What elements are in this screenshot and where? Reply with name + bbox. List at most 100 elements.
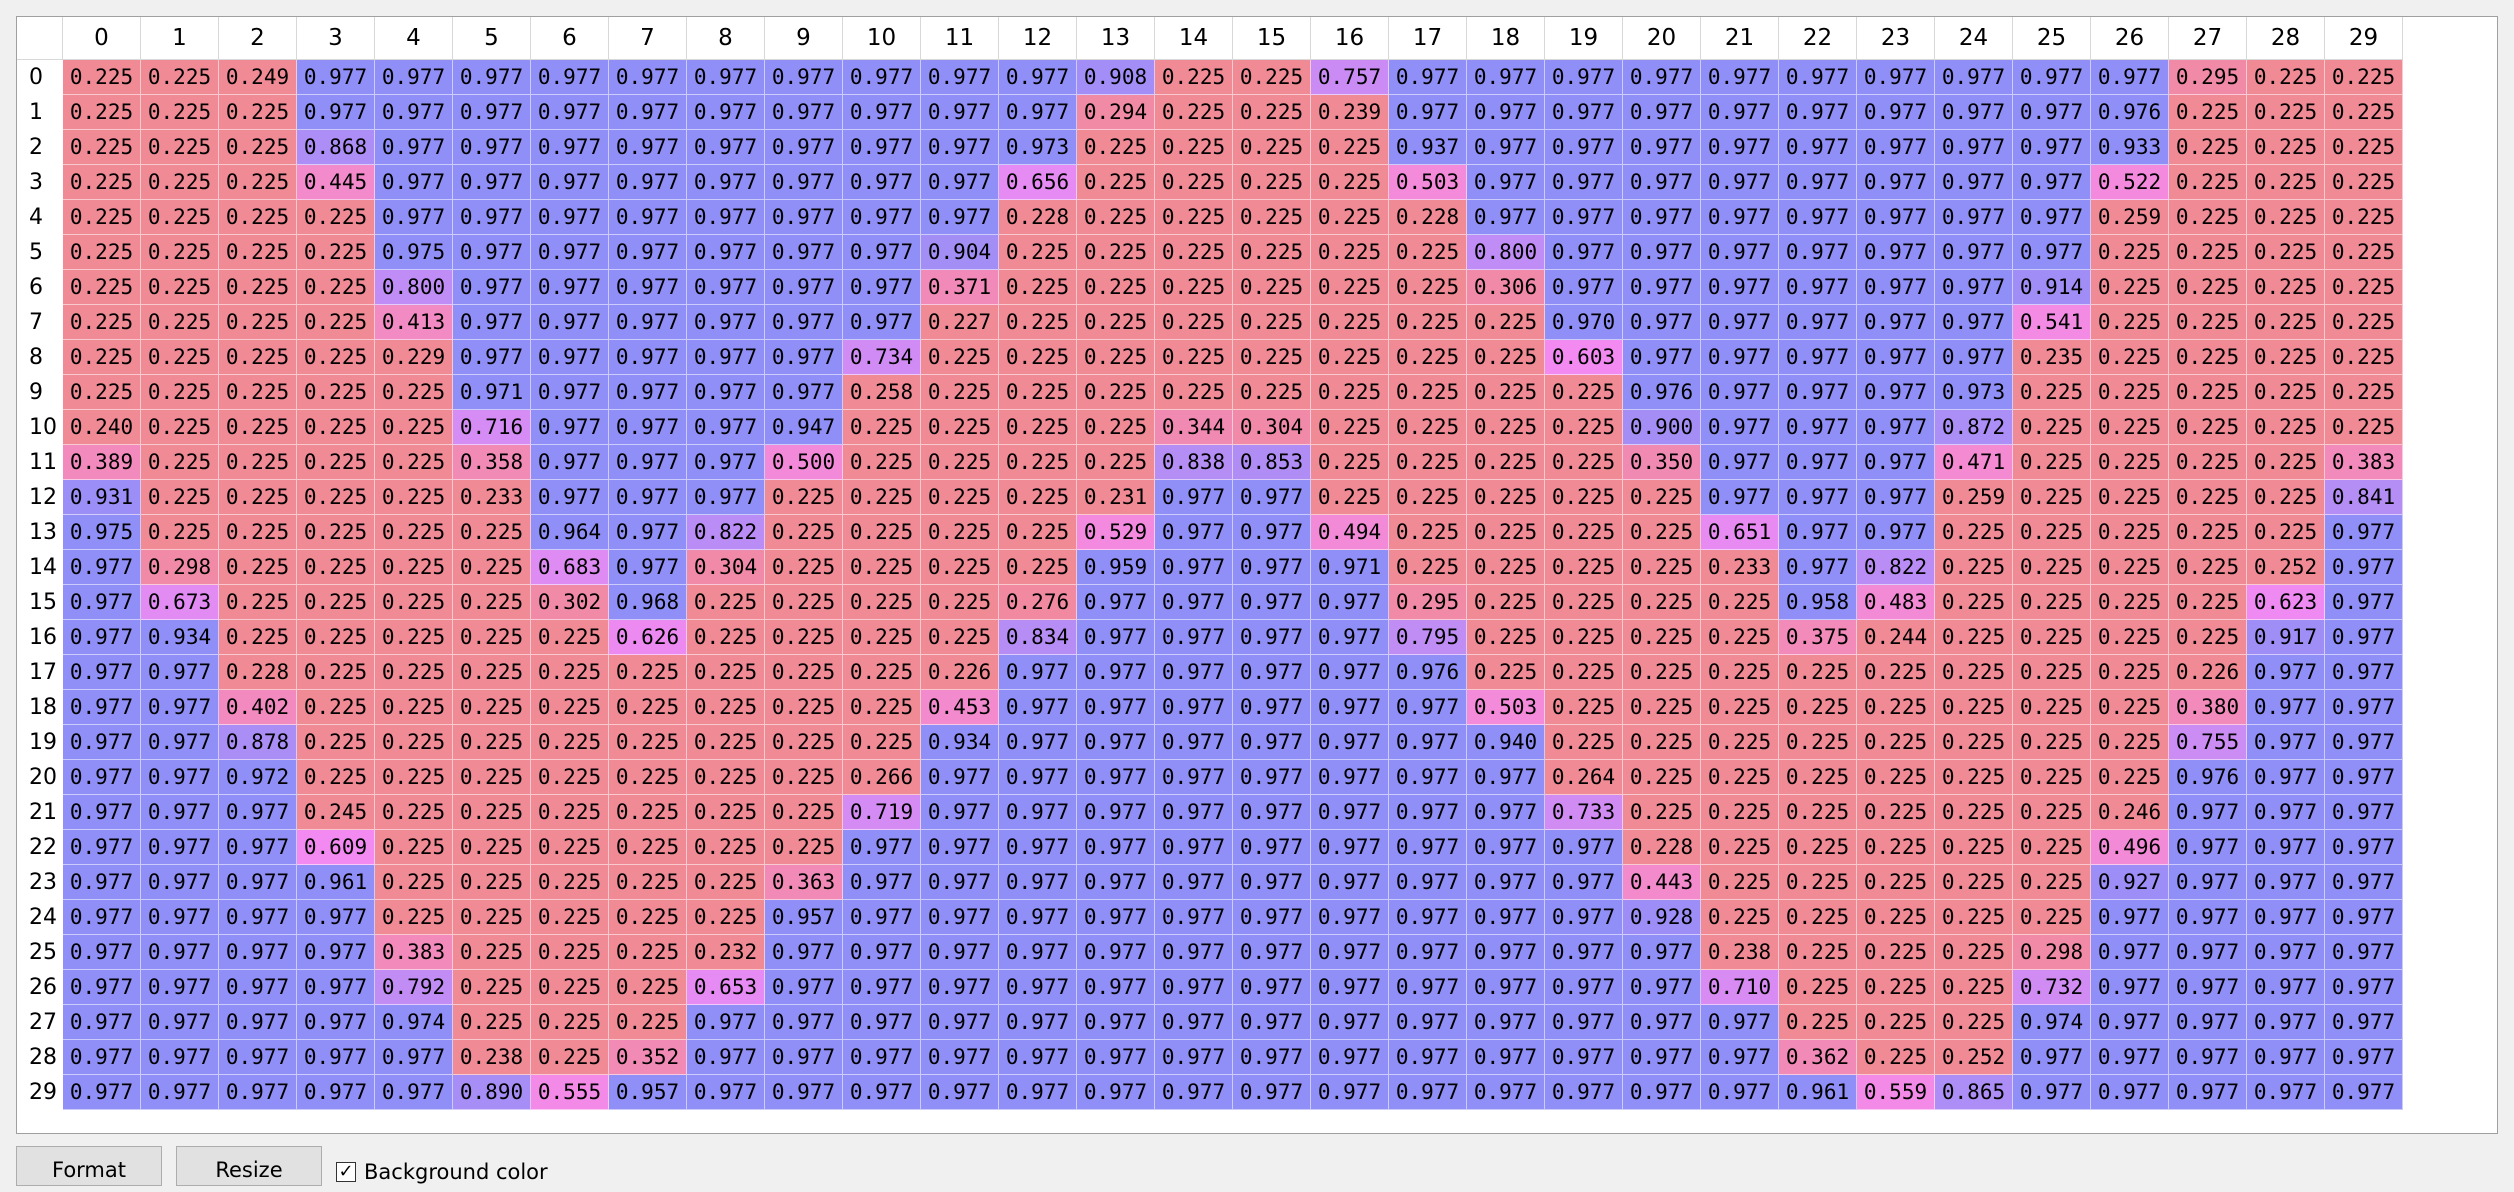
- table-cell[interactable]: 0.225: [453, 970, 531, 1005]
- table-cell[interactable]: 0.977: [1857, 200, 1935, 235]
- table-cell[interactable]: 0.977: [609, 480, 687, 515]
- table-cell[interactable]: 0.977: [921, 130, 999, 165]
- row-header-cell[interactable]: 0: [17, 60, 63, 95]
- table-cell[interactable]: 0.977: [765, 1040, 843, 1075]
- table-cell[interactable]: 0.977: [1935, 235, 2013, 270]
- table-cell[interactable]: 0.977: [1935, 95, 2013, 130]
- row-header-cell[interactable]: 29: [17, 1075, 63, 1110]
- table-cell[interactable]: 0.522: [2091, 165, 2169, 200]
- table-cell[interactable]: 0.225: [531, 970, 609, 1005]
- table-cell[interactable]: 0.225: [1389, 305, 1467, 340]
- table-cell[interactable]: 0.225: [2091, 690, 2169, 725]
- table-cell[interactable]: 0.225: [63, 200, 141, 235]
- table-cell[interactable]: 0.977: [999, 760, 1077, 795]
- table-cell[interactable]: 0.651: [1701, 515, 1779, 550]
- table-cell[interactable]: 0.225: [1545, 585, 1623, 620]
- table-cell[interactable]: 0.225: [1467, 480, 1545, 515]
- table-cell[interactable]: 0.225: [999, 340, 1077, 375]
- table-cell[interactable]: 0.977: [921, 95, 999, 130]
- table-cell[interactable]: 0.977: [1233, 585, 1311, 620]
- table-cell[interactable]: 0.977: [1467, 830, 1545, 865]
- table-cell[interactable]: 0.225: [1311, 375, 1389, 410]
- row-header-cell[interactable]: 20: [17, 760, 63, 795]
- table-cell[interactable]: 0.225: [2091, 515, 2169, 550]
- table-cell[interactable]: 0.977: [1779, 375, 1857, 410]
- table-cell[interactable]: 0.225: [765, 655, 843, 690]
- table-cell[interactable]: 0.977: [1779, 235, 1857, 270]
- table-cell[interactable]: 0.977: [2325, 865, 2403, 900]
- table-cell[interactable]: 0.225: [1311, 480, 1389, 515]
- table-cell[interactable]: 0.841: [2325, 480, 2403, 515]
- table-cell[interactable]: 0.977: [921, 760, 999, 795]
- table-cell[interactable]: 0.977: [921, 795, 999, 830]
- table-cell[interactable]: 0.977: [921, 900, 999, 935]
- row-header-cell[interactable]: 23: [17, 865, 63, 900]
- table-cell[interactable]: 0.225: [2247, 340, 2325, 375]
- table-cell[interactable]: 0.977: [1233, 690, 1311, 725]
- table-cell[interactable]: 0.977: [1155, 620, 1233, 655]
- table-cell[interactable]: 0.228: [219, 655, 297, 690]
- table-cell[interactable]: 0.225: [843, 585, 921, 620]
- table-cell[interactable]: 0.225: [1935, 585, 2013, 620]
- table-cell[interactable]: 0.977: [843, 200, 921, 235]
- table-cell[interactable]: 0.977: [999, 900, 1077, 935]
- table-cell[interactable]: 0.977: [63, 1005, 141, 1040]
- table-cell[interactable]: 0.977: [2091, 935, 2169, 970]
- table-cell[interactable]: 0.344: [1155, 410, 1233, 445]
- table-cell[interactable]: 0.225: [921, 375, 999, 410]
- table-cell[interactable]: 0.225: [2013, 900, 2091, 935]
- table-cell[interactable]: 0.977: [63, 760, 141, 795]
- table-cell[interactable]: 0.225: [1311, 340, 1389, 375]
- table-cell[interactable]: 0.603: [1545, 340, 1623, 375]
- table-cell[interactable]: 0.977: [1857, 410, 1935, 445]
- table-cell[interactable]: 0.225: [1623, 480, 1701, 515]
- table-cell[interactable]: 0.977: [2091, 1005, 2169, 1040]
- table-cell[interactable]: 0.977: [2013, 235, 2091, 270]
- table-cell[interactable]: 0.225: [1467, 340, 1545, 375]
- table-cell[interactable]: 0.977: [1623, 305, 1701, 340]
- table-cell[interactable]: 0.977: [1545, 130, 1623, 165]
- table-cell[interactable]: 0.225: [609, 760, 687, 795]
- table-cell[interactable]: 0.225: [375, 830, 453, 865]
- table-cell[interactable]: 0.977: [375, 130, 453, 165]
- table-cell[interactable]: 0.225: [219, 340, 297, 375]
- table-cell[interactable]: 0.225: [2169, 375, 2247, 410]
- table-cell[interactable]: 0.977: [843, 1075, 921, 1110]
- table-cell[interactable]: 0.225: [63, 130, 141, 165]
- table-cell[interactable]: 0.225: [219, 515, 297, 550]
- table-cell[interactable]: 0.890: [453, 1075, 531, 1110]
- table-cell[interactable]: 0.259: [1935, 480, 2013, 515]
- table-cell[interactable]: 0.734: [843, 340, 921, 375]
- table-cell[interactable]: 0.977: [1623, 340, 1701, 375]
- table-cell[interactable]: 0.225: [63, 270, 141, 305]
- table-cell[interactable]: 0.264: [1545, 760, 1623, 795]
- table-cell[interactable]: 0.225: [2169, 270, 2247, 305]
- table-cell[interactable]: 0.977: [1155, 480, 1233, 515]
- table-cell[interactable]: 0.380: [2169, 690, 2247, 725]
- table-cell[interactable]: 0.977: [1701, 165, 1779, 200]
- table-cell[interactable]: 0.225: [1701, 725, 1779, 760]
- table-cell[interactable]: 0.977: [1389, 1005, 1467, 1040]
- table-cell[interactable]: 0.229: [375, 340, 453, 375]
- table-cell[interactable]: 0.225: [375, 375, 453, 410]
- table-cell[interactable]: 0.225: [1623, 690, 1701, 725]
- table-cell[interactable]: 0.225: [843, 515, 921, 550]
- resize-button[interactable]: Resize: [176, 1146, 322, 1186]
- table-cell[interactable]: 0.225: [1077, 235, 1155, 270]
- table-cell[interactable]: 0.225: [531, 900, 609, 935]
- table-cell[interactable]: 0.225: [2247, 130, 2325, 165]
- table-cell[interactable]: 0.258: [843, 375, 921, 410]
- table-cell[interactable]: 0.483: [1857, 585, 1935, 620]
- table-cell[interactable]: 0.225: [219, 235, 297, 270]
- table-cell[interactable]: 0.977: [921, 165, 999, 200]
- table-cell[interactable]: 0.225: [999, 305, 1077, 340]
- table-cell[interactable]: 0.977: [1311, 935, 1389, 970]
- table-cell[interactable]: 0.838: [1155, 445, 1233, 480]
- table-cell[interactable]: 0.225: [141, 270, 219, 305]
- table-cell[interactable]: 0.225: [453, 655, 531, 690]
- table-cell[interactable]: 0.225: [453, 690, 531, 725]
- table-cell[interactable]: 0.225: [921, 585, 999, 620]
- table-cell[interactable]: 0.977: [843, 235, 921, 270]
- table-cell[interactable]: 0.225: [765, 620, 843, 655]
- table-cell[interactable]: 0.225: [1623, 550, 1701, 585]
